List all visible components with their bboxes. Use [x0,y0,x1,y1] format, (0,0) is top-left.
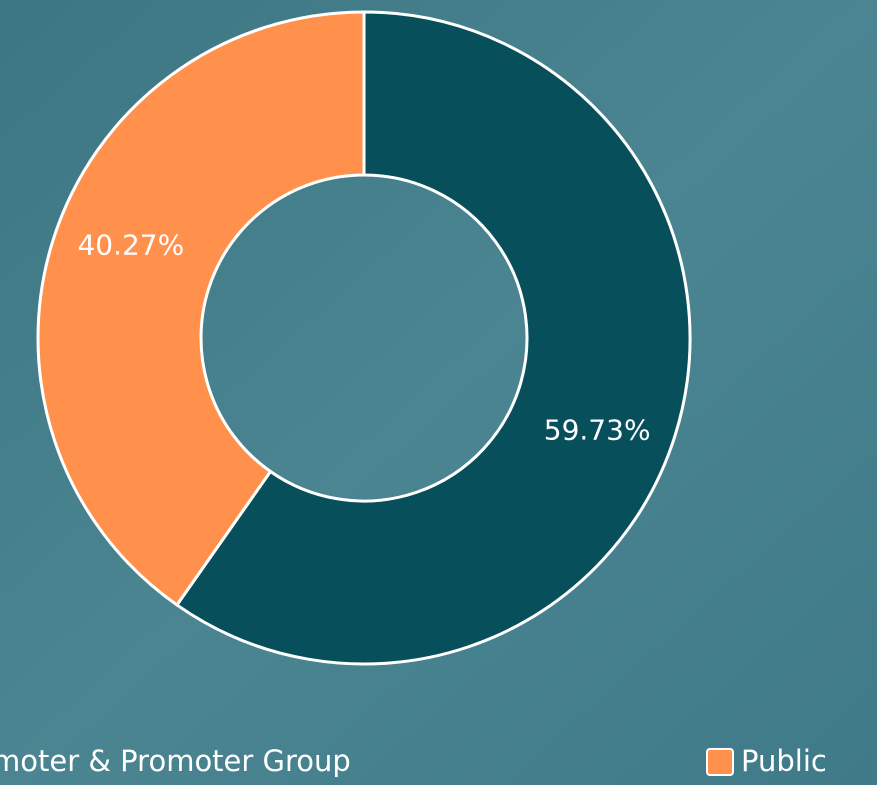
data-label: 59.73% [544,414,651,447]
slice [174,10,692,666]
donut: 59.73% 40.27% [36,10,692,666]
data-label: 40.27% [77,228,184,261]
slice [36,10,366,608]
legend: Promoter & Promoter Group Public [0,744,827,778]
legend-label: Promoter & Promoter Group [0,744,351,778]
legend-label: Public [741,744,827,778]
legend-swatch [706,748,734,776]
